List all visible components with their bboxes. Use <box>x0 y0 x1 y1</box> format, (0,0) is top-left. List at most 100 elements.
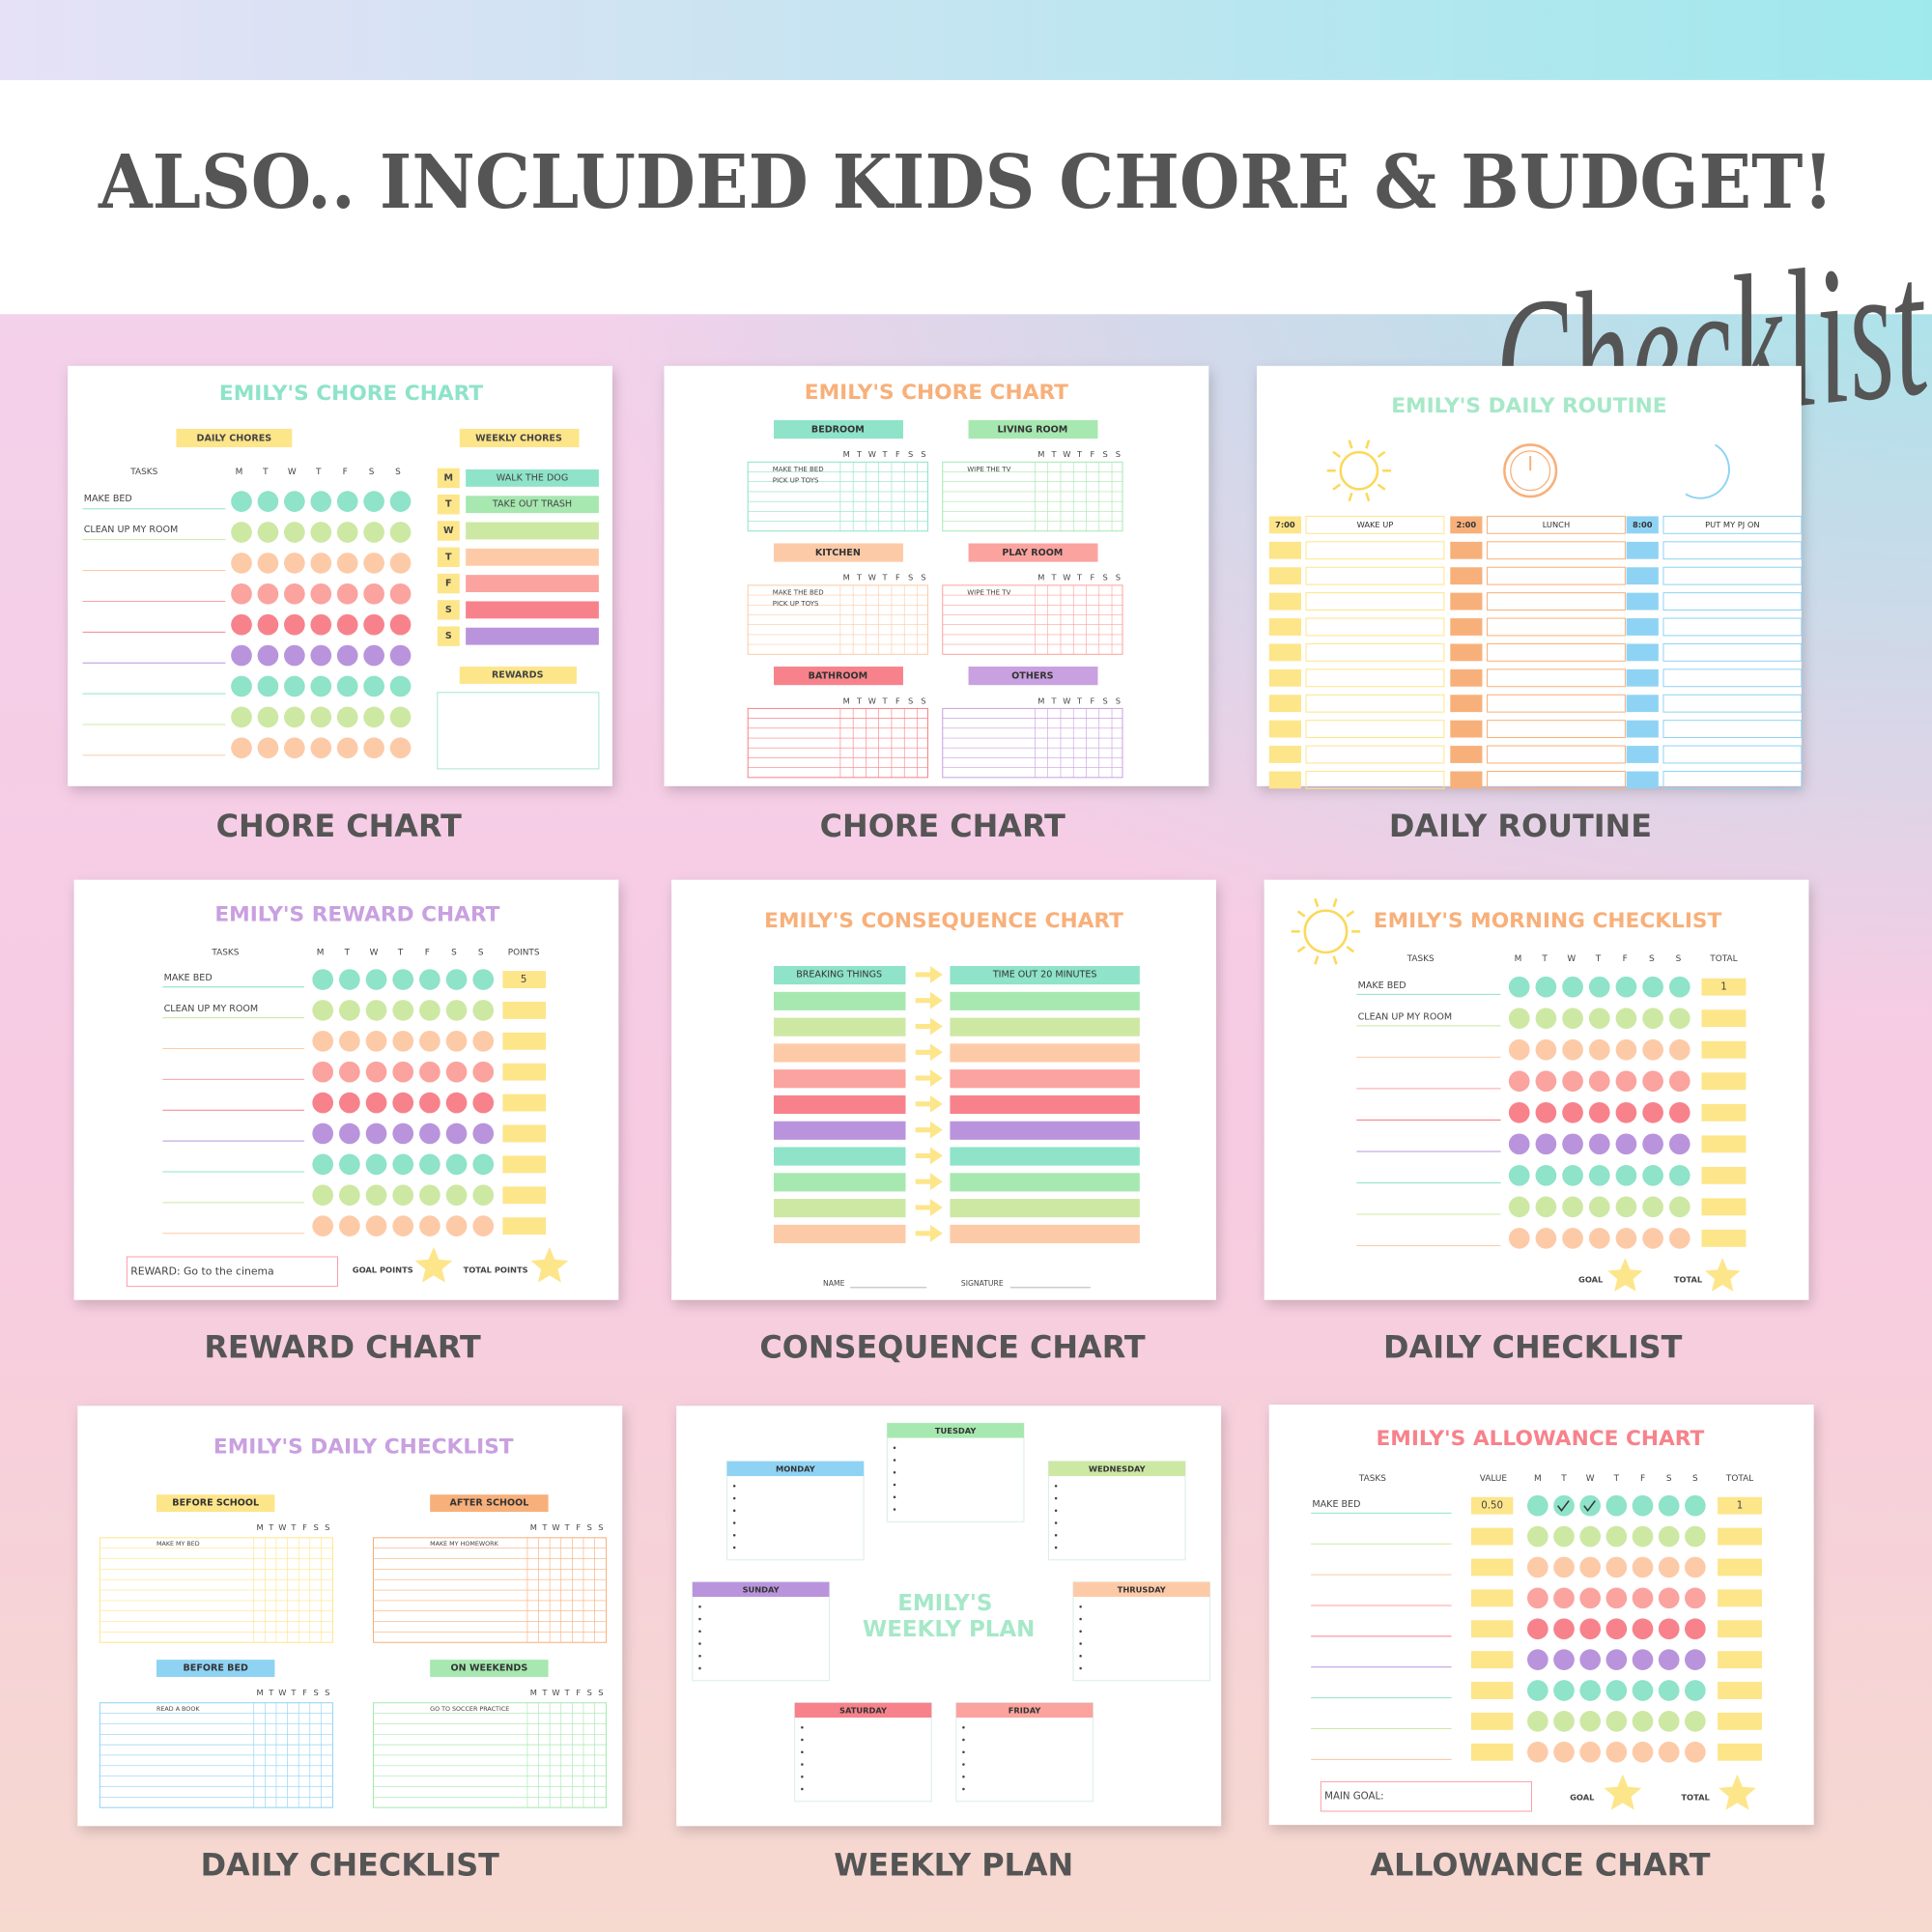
box <box>437 468 460 489</box>
label: M <box>530 1688 537 1697</box>
box <box>1268 592 1301 611</box>
dot <box>1562 1070 1583 1093</box>
label: WAKE UP <box>1357 520 1394 529</box>
dot <box>1508 1101 1530 1123</box>
label: W <box>278 1688 286 1697</box>
dot <box>1553 1525 1575 1548</box>
dot <box>365 1092 387 1114</box>
label: S <box>1116 696 1121 705</box>
label: W <box>1586 1474 1595 1484</box>
box <box>1718 1651 1762 1669</box>
label: NAME <box>823 1279 845 1288</box>
label: W <box>1063 696 1070 705</box>
box <box>502 1124 547 1143</box>
label: SUNDAY <box>743 1585 781 1595</box>
box <box>437 494 460 515</box>
dot <box>1508 1196 1530 1218</box>
dot <box>1668 1228 1690 1249</box>
label: T <box>541 1688 548 1697</box>
dot <box>392 1061 414 1083</box>
dot <box>312 1061 334 1083</box>
box <box>430 1660 549 1677</box>
dot <box>1685 1525 1706 1548</box>
label: MAKE BED <box>84 494 132 504</box>
label: W <box>443 526 454 536</box>
dot <box>1588 1196 1610 1218</box>
box <box>1662 770 1803 789</box>
dot <box>336 582 358 605</box>
box <box>1626 643 1659 662</box>
box <box>692 1581 830 1598</box>
box <box>502 1032 547 1050</box>
dot <box>445 1215 468 1236</box>
dot <box>1605 1587 1628 1609</box>
dot <box>336 737 358 759</box>
box <box>1305 694 1445 713</box>
label: M <box>1515 954 1522 964</box>
card: EMILY'S ALLOWANCE CHART TASKS VALUE M T W T F S S… <box>1268 1405 1814 1826</box>
dot <box>1535 1101 1557 1123</box>
dot <box>1588 1038 1610 1061</box>
label: S <box>445 605 452 615</box>
dot <box>312 1000 334 1021</box>
dot <box>392 1215 414 1236</box>
dot <box>1526 1525 1548 1548</box>
label: VALUE <box>1480 1474 1508 1484</box>
dot <box>1526 1618 1548 1640</box>
dot <box>445 1122 468 1145</box>
label: M <box>843 449 850 459</box>
rule <box>1348 492 1353 502</box>
box <box>1662 617 1803 637</box>
label: S <box>451 948 457 957</box>
box <box>1305 617 1445 637</box>
box <box>1718 1527 1762 1546</box>
box <box>1268 746 1301 763</box>
box <box>1701 1135 1747 1153</box>
box <box>156 1660 275 1677</box>
dot <box>1605 1525 1628 1548</box>
dot <box>336 706 358 728</box>
dot <box>363 675 384 697</box>
dot <box>363 553 384 574</box>
card-caption: WEEKLY PLAN <box>834 1846 1073 1883</box>
dot <box>1685 1618 1706 1640</box>
box <box>1718 1620 1762 1638</box>
bullet <box>698 1666 701 1670</box>
card: EMILY'S MORNING CHECKLIST TASKS M T W T F S S TOT… <box>1264 879 1809 1300</box>
dot <box>1526 1680 1548 1701</box>
box <box>1626 720 1659 738</box>
dot <box>1642 976 1663 998</box>
label: W <box>868 449 876 459</box>
box <box>950 1043 1140 1063</box>
label: W <box>370 948 379 957</box>
dot <box>392 1000 414 1021</box>
dot <box>1588 1008 1610 1030</box>
dot <box>419 1153 440 1176</box>
dot <box>1579 1741 1602 1763</box>
box <box>774 1224 906 1243</box>
dot <box>231 644 252 667</box>
bullet <box>801 1776 804 1778</box>
dot <box>1685 1556 1706 1578</box>
box <box>437 547 460 567</box>
dot <box>1685 1494 1706 1517</box>
label: WIPE THE TV <box>967 465 1010 473</box>
bullet <box>698 1605 701 1608</box>
box <box>886 1422 1025 1522</box>
label: W <box>1063 573 1070 582</box>
label: M <box>236 468 243 477</box>
box <box>1450 771 1483 789</box>
label: T <box>1051 573 1058 582</box>
box <box>466 627 599 645</box>
dot <box>310 522 332 543</box>
box <box>1626 592 1659 611</box>
dot <box>392 1184 414 1207</box>
label: TUESDAY <box>935 1426 977 1435</box>
box <box>1450 643 1483 662</box>
label: WEEKLY PLAN <box>863 1617 1035 1642</box>
label: GOAL <box>1570 1792 1595 1802</box>
box <box>1450 516 1483 534</box>
label: F <box>576 1688 581 1697</box>
box <box>747 461 928 532</box>
dot <box>310 706 332 728</box>
